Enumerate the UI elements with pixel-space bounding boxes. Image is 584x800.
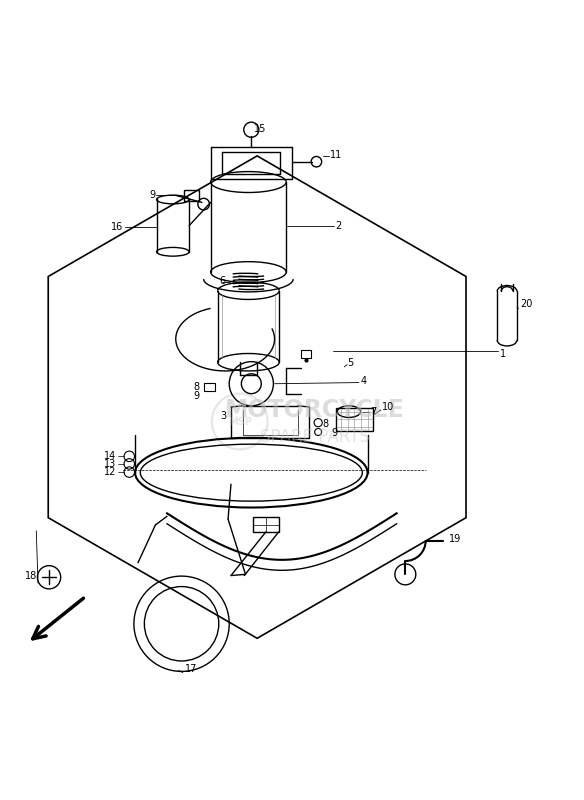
Text: 20: 20	[520, 299, 532, 309]
Text: 10: 10	[382, 402, 394, 412]
Text: 11: 11	[330, 150, 342, 160]
Text: 17: 17	[185, 664, 197, 674]
Text: 8: 8	[322, 419, 328, 429]
Text: 19: 19	[449, 534, 461, 545]
Text: 9: 9	[193, 391, 199, 401]
Text: 15: 15	[254, 123, 266, 134]
Text: 12: 12	[104, 467, 116, 477]
Bar	[185, 190, 199, 201]
Text: 3: 3	[221, 411, 227, 422]
Text: SPARE PARTS: SPARE PARTS	[260, 428, 370, 446]
Text: 2: 2	[336, 221, 342, 230]
Text: 18: 18	[25, 570, 37, 581]
Text: 9: 9	[150, 190, 155, 201]
Text: 14: 14	[104, 451, 116, 462]
Text: 7: 7	[370, 406, 377, 417]
Text: MSP: MSP	[228, 417, 252, 426]
Text: 4: 4	[360, 376, 367, 386]
Text: 8: 8	[193, 382, 199, 392]
Text: 16: 16	[111, 222, 123, 232]
Bar	[336, 407, 373, 431]
Text: 5: 5	[347, 358, 353, 368]
Bar	[253, 518, 279, 532]
Text: MOTORCYCLE: MOTORCYCLE	[225, 398, 405, 422]
Text: 9: 9	[332, 427, 338, 438]
Text: 1: 1	[500, 349, 506, 358]
Bar	[204, 383, 215, 390]
Text: 6: 6	[219, 276, 225, 286]
Bar	[301, 350, 311, 358]
Text: 13: 13	[104, 459, 116, 469]
